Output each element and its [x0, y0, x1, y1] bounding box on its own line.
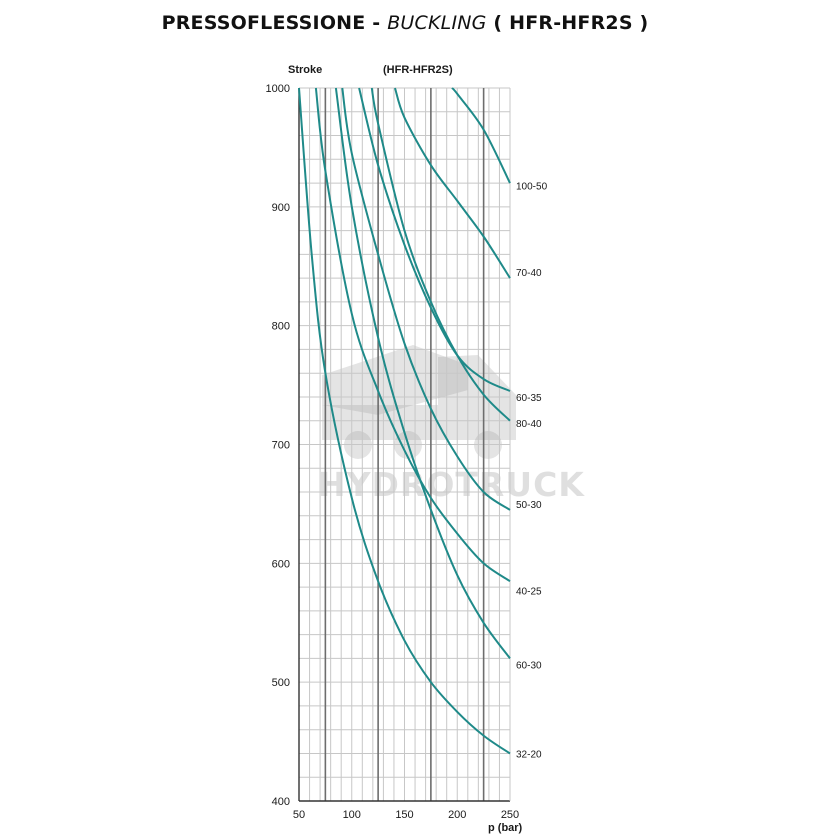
y-tick-label: 700	[272, 440, 290, 452]
chart-subtitle: (HFR-HFR2S)	[383, 64, 453, 76]
x-axis-label: p (bar)	[488, 822, 523, 834]
title-suffix: ( HFR-HFR2S )	[486, 12, 649, 34]
page-title: PRESSOFLESSIONE - BUCKLING ( HFR-HFR2S )	[0, 12, 810, 34]
series-label-60-30: 60-30	[516, 660, 542, 671]
x-tick-label: 200	[448, 809, 466, 821]
grid	[298, 87, 511, 802]
x-tick-label: 250	[501, 809, 519, 821]
series-label-32-20: 32-20	[516, 749, 542, 760]
curve-100-50	[451, 87, 511, 184]
curve-32-20	[298, 87, 511, 755]
y-axis-label: Stroke	[288, 64, 322, 76]
series-label-40-25: 40-25	[516, 587, 542, 598]
series-label-100-50: 100-50	[516, 181, 548, 192]
curve-50-30	[341, 87, 511, 511]
series-label-70-40: 70-40	[516, 268, 542, 279]
curve-60-30	[334, 87, 511, 659]
series-label-60-35: 60-35	[516, 393, 542, 404]
x-tick-label: 150	[395, 809, 413, 821]
series-labels: 32-20 60-30 40-25 50-30 80-40 60-35 70-40 100-5…	[516, 181, 548, 760]
y-tick-label: 900	[272, 202, 290, 214]
title-italic: BUCKLING	[387, 12, 487, 34]
ticks: 400 500 600 700 800 900 1000 50 100 150 200 250	[266, 83, 520, 821]
y-tick-label: 500	[272, 677, 290, 689]
curves	[298, 87, 511, 755]
x-tick-label: 100	[343, 809, 361, 821]
curve-80-40	[370, 87, 511, 422]
series-label-80-40: 80-40	[516, 419, 542, 430]
y-tick-label: 1000	[266, 83, 290, 95]
curve-70-40	[394, 87, 511, 279]
curve-60-35	[358, 87, 511, 392]
curve-40-25	[314, 87, 511, 583]
y-tick-label: 800	[272, 321, 290, 333]
title-main: PRESSOFLESSIONE -	[161, 12, 388, 34]
y-tick-label: 400	[272, 796, 290, 808]
y-tick-label: 600	[272, 558, 290, 570]
series-label-50-30: 50-30	[516, 500, 542, 511]
x-tick-label: 50	[293, 809, 305, 821]
